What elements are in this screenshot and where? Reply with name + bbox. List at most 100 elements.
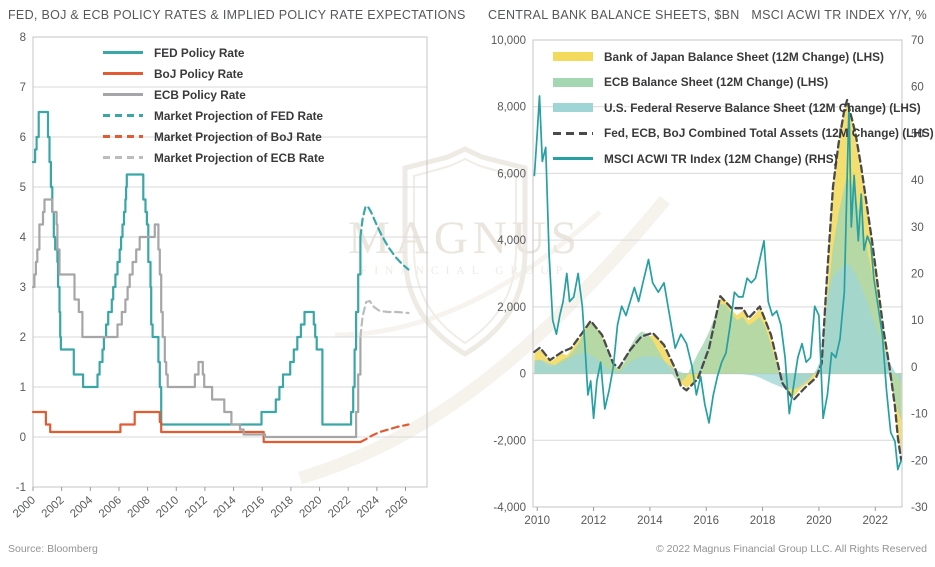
- y-left-tick-label: 0: [520, 369, 526, 381]
- y-left-tick-label: 4,000: [497, 235, 526, 247]
- y-axis-tick-label: 3: [20, 282, 26, 294]
- series-ecb-balance-sheet-12m-change-lhs: [534, 176, 902, 421]
- x-axis-tick-label: 2006: [97, 494, 124, 520]
- y-right-tick-label: 20: [911, 269, 924, 281]
- y-left-tick-label: 6,000: [497, 168, 526, 180]
- y-right-tick-label: 10: [911, 315, 924, 327]
- y-axis-tick-label: 1: [20, 382, 26, 394]
- x-axis-tick-label: 2010: [154, 494, 181, 520]
- y-right-tick-label: -30: [911, 502, 928, 514]
- legend-label: Market Projection of BoJ Rate: [154, 129, 322, 144]
- series-boj-policy-rate: [31, 410, 362, 444]
- legend-label: ECB Balance Sheet (12M Change) (LHS): [604, 75, 829, 89]
- legend-item-market-projection-of-ecb-rate: Market Projection of ECB Rate: [103, 150, 325, 165]
- y-axis-tick-label: 6: [20, 132, 26, 144]
- legend-label: BoJ Policy Rate: [154, 66, 244, 81]
- right-chart-title-rhs: MSCI ACWI TR INDEX Y/Y, %: [751, 8, 927, 22]
- legend-label: Market Projection of FED Rate: [154, 108, 324, 123]
- legend-label: Fed, ECB, BoJ Combined Total Assets (12M…: [604, 126, 934, 140]
- legend-label: Market Projection of ECB Rate: [154, 150, 325, 165]
- series-market-projection-of-ecb-rate: [359, 299, 410, 339]
- y-left-tick-label: -2,000: [493, 435, 526, 447]
- legend-item-fed-ecb-boj-combined-total-assets-12m-change-lhs: Fed, ECB, BoJ Combined Total Assets (12M…: [553, 126, 934, 140]
- y-right-tick-label: -20: [911, 455, 928, 467]
- legend-swatch-icon: [103, 93, 143, 96]
- x-axis-tick-label: 2002: [40, 494, 67, 520]
- x-axis-tick-label: 2022: [862, 515, 888, 527]
- legend-item-ecb-balance-sheet-12m-change-lhs: ECB Balance Sheet (12M Change) (LHS): [553, 75, 934, 89]
- legend-swatch-icon: [553, 157, 593, 160]
- legend-swatch-icon: [553, 103, 593, 112]
- watermark-shield-inner: [413, 157, 517, 345]
- legend-swatch-icon: [553, 52, 593, 61]
- x-axis-tick-label: 2026: [383, 494, 410, 520]
- copyright-note: © 2022 Magnus Financial Group LLC. All R…: [656, 543, 927, 555]
- x-axis-tick-label: 2014: [212, 494, 239, 520]
- watermark-swoosh: [298, 195, 670, 485]
- watermark-shield-icon: [402, 146, 528, 357]
- x-axis-tick-label: 2024: [355, 494, 382, 520]
- source-note: Source: Bloomberg: [8, 543, 98, 555]
- legend-swatch-icon: [103, 114, 143, 117]
- y-axis-tick-label: 7: [20, 82, 26, 94]
- x-axis-tick-label: 2020: [806, 515, 832, 527]
- y-left-tick-label: 10,000: [491, 35, 526, 47]
- x-axis-tick-label: 2018: [269, 494, 296, 520]
- y-left-tick-label: 8,000: [497, 102, 526, 114]
- y-axis-tick-label: 0: [20, 432, 26, 444]
- right-chart-title-row: CENTRAL BANK BALANCE SHEETS, $BN MSCI AC…: [488, 8, 927, 22]
- legend-item-u-s-federal-reserve-balance-sheet-12m-change-lhs: U.S. Federal Reserve Balance Sheet (12M …: [553, 100, 934, 115]
- watermark-subtitle: FINANCIAL GROUP: [361, 265, 569, 277]
- legend-item-boj-policy-rate: BoJ Policy Rate: [103, 66, 324, 81]
- legend-item-msci-acwi-tr-index-12m-change-rhs: MSCI ACWI TR Index (12M Change) (RHS): [553, 151, 934, 166]
- y-right-tick-label: 70: [911, 35, 924, 47]
- legend-item-market-projection-of-fed-rate: Market Projection of FED Rate: [103, 108, 324, 123]
- legend-item-bank-of-japan-balance-sheet-12m-change-lhs: Bank of Japan Balance Sheet (12M Change)…: [553, 49, 934, 64]
- x-axis-tick-label: 2016: [240, 494, 267, 520]
- y-axis-tick-label: 8: [20, 32, 26, 44]
- left-chart-title: FED, BOJ & ECB POLICY RATES & IMPLIED PO…: [8, 8, 466, 22]
- legend-swatch-icon: [103, 51, 143, 54]
- y-axis-tick-label: 5: [20, 182, 26, 194]
- balance-sheets-legend: Bank of Japan Balance Sheet (12M Change)…: [553, 50, 934, 178]
- legend-label: FED Policy Rate: [154, 45, 245, 60]
- y-right-tick-label: 0: [911, 362, 917, 374]
- x-axis-tick-label: 2014: [637, 515, 663, 527]
- right-chart-title-lhs: CENTRAL BANK BALANCE SHEETS, $BN: [488, 8, 740, 22]
- x-axis-tick-label: 2020: [298, 494, 325, 520]
- legend-swatch-icon: [103, 156, 143, 159]
- legend-label: MSCI ACWI TR Index (12M Change) (RHS): [604, 151, 838, 166]
- legend-label: Bank of Japan Balance Sheet (12M Change)…: [604, 49, 884, 64]
- legend-swatch-icon: [553, 77, 593, 87]
- policy-rates-legend: FED Policy Rate BoJ Policy Rate ECB Policy…: [103, 46, 324, 172]
- watermark-swoosh-2: [334, 210, 602, 338]
- y-left-tick-label: 2,000: [497, 302, 526, 314]
- y-left-tick-label: -4,000: [493, 502, 526, 514]
- series-market-projection-of-boj-rate: [359, 423, 410, 444]
- x-axis-tick-label: 2018: [750, 515, 776, 527]
- legend-item-fed-policy-rate: FED Policy Rate: [103, 45, 324, 60]
- legend-item-market-projection-of-boj-rate: Market Projection of BoJ Rate: [103, 129, 324, 144]
- x-axis-tick-label: 2008: [126, 494, 153, 520]
- y-axis-tick-label: 4: [20, 232, 27, 244]
- x-axis-tick-label: 2000: [11, 494, 38, 520]
- legend-label: U.S. Federal Reserve Balance Sheet (12M …: [604, 100, 921, 115]
- x-axis-tick-label: 2012: [581, 515, 607, 527]
- x-axis-tick-label: 2010: [524, 515, 550, 527]
- y-right-tick-label: -10: [911, 409, 928, 421]
- x-axis-tick-label: 2022: [326, 494, 353, 520]
- x-axis-tick-label: 2016: [693, 515, 719, 527]
- y-right-tick-label: 30: [911, 222, 924, 234]
- y-axis-tick-label: 2: [20, 332, 26, 344]
- x-axis-tick-label: 2004: [68, 494, 95, 520]
- series-market-projection-of-fed-rate: [359, 204, 410, 271]
- watermark-wordmark: MAGNUS: [348, 212, 582, 264]
- legend-label: ECB Policy Rate: [154, 87, 246, 102]
- series-ecb-policy-rate: [31, 198, 362, 439]
- legend-swatch-icon: [103, 72, 143, 75]
- y-axis-tick-label: -1: [16, 482, 26, 494]
- legend-swatch-icon: [103, 135, 143, 138]
- legend-swatch-icon: [553, 131, 593, 135]
- legend-item-ecb-policy-rate: ECB Policy Rate: [103, 87, 324, 102]
